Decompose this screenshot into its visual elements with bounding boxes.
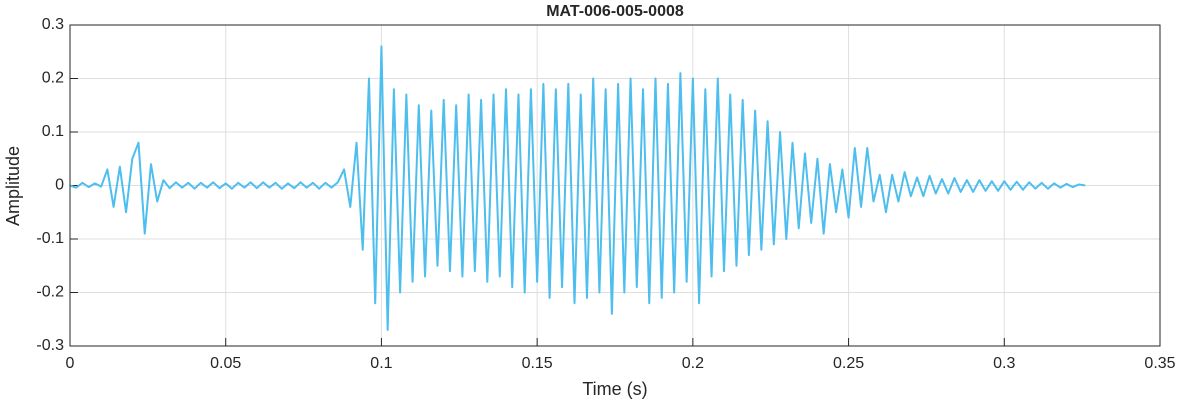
x-tick-label: 0.05 — [210, 355, 241, 372]
chart-title: MAT-006-005-0008 — [546, 3, 684, 20]
x-tick-label: 0.2 — [682, 355, 704, 372]
y-tick-label: -0.2 — [36, 284, 64, 301]
x-tick-label: 0.35 — [1144, 355, 1175, 372]
y-tick-label: 0.3 — [42, 16, 64, 33]
x-tick-label: 0.1 — [370, 355, 392, 372]
x-tick-label: 0.15 — [522, 355, 553, 372]
y-tick-label: 0.1 — [42, 123, 64, 140]
plot-frame — [69, 24, 1161, 347]
y-axis-label: Amplitude — [3, 146, 23, 226]
x-tick-label: 0 — [66, 355, 75, 372]
x-tick-label: 0.25 — [833, 355, 864, 372]
x-axis-label: Time (s) — [582, 379, 647, 399]
y-tick-label: 0.2 — [42, 70, 64, 87]
waveform-line — [69, 45, 1086, 331]
y-tick-label: -0.3 — [36, 337, 64, 354]
y-tick-label: 0 — [55, 177, 64, 194]
x-tick-label: 0.3 — [993, 355, 1015, 372]
y-tick-label: -0.1 — [36, 230, 64, 247]
